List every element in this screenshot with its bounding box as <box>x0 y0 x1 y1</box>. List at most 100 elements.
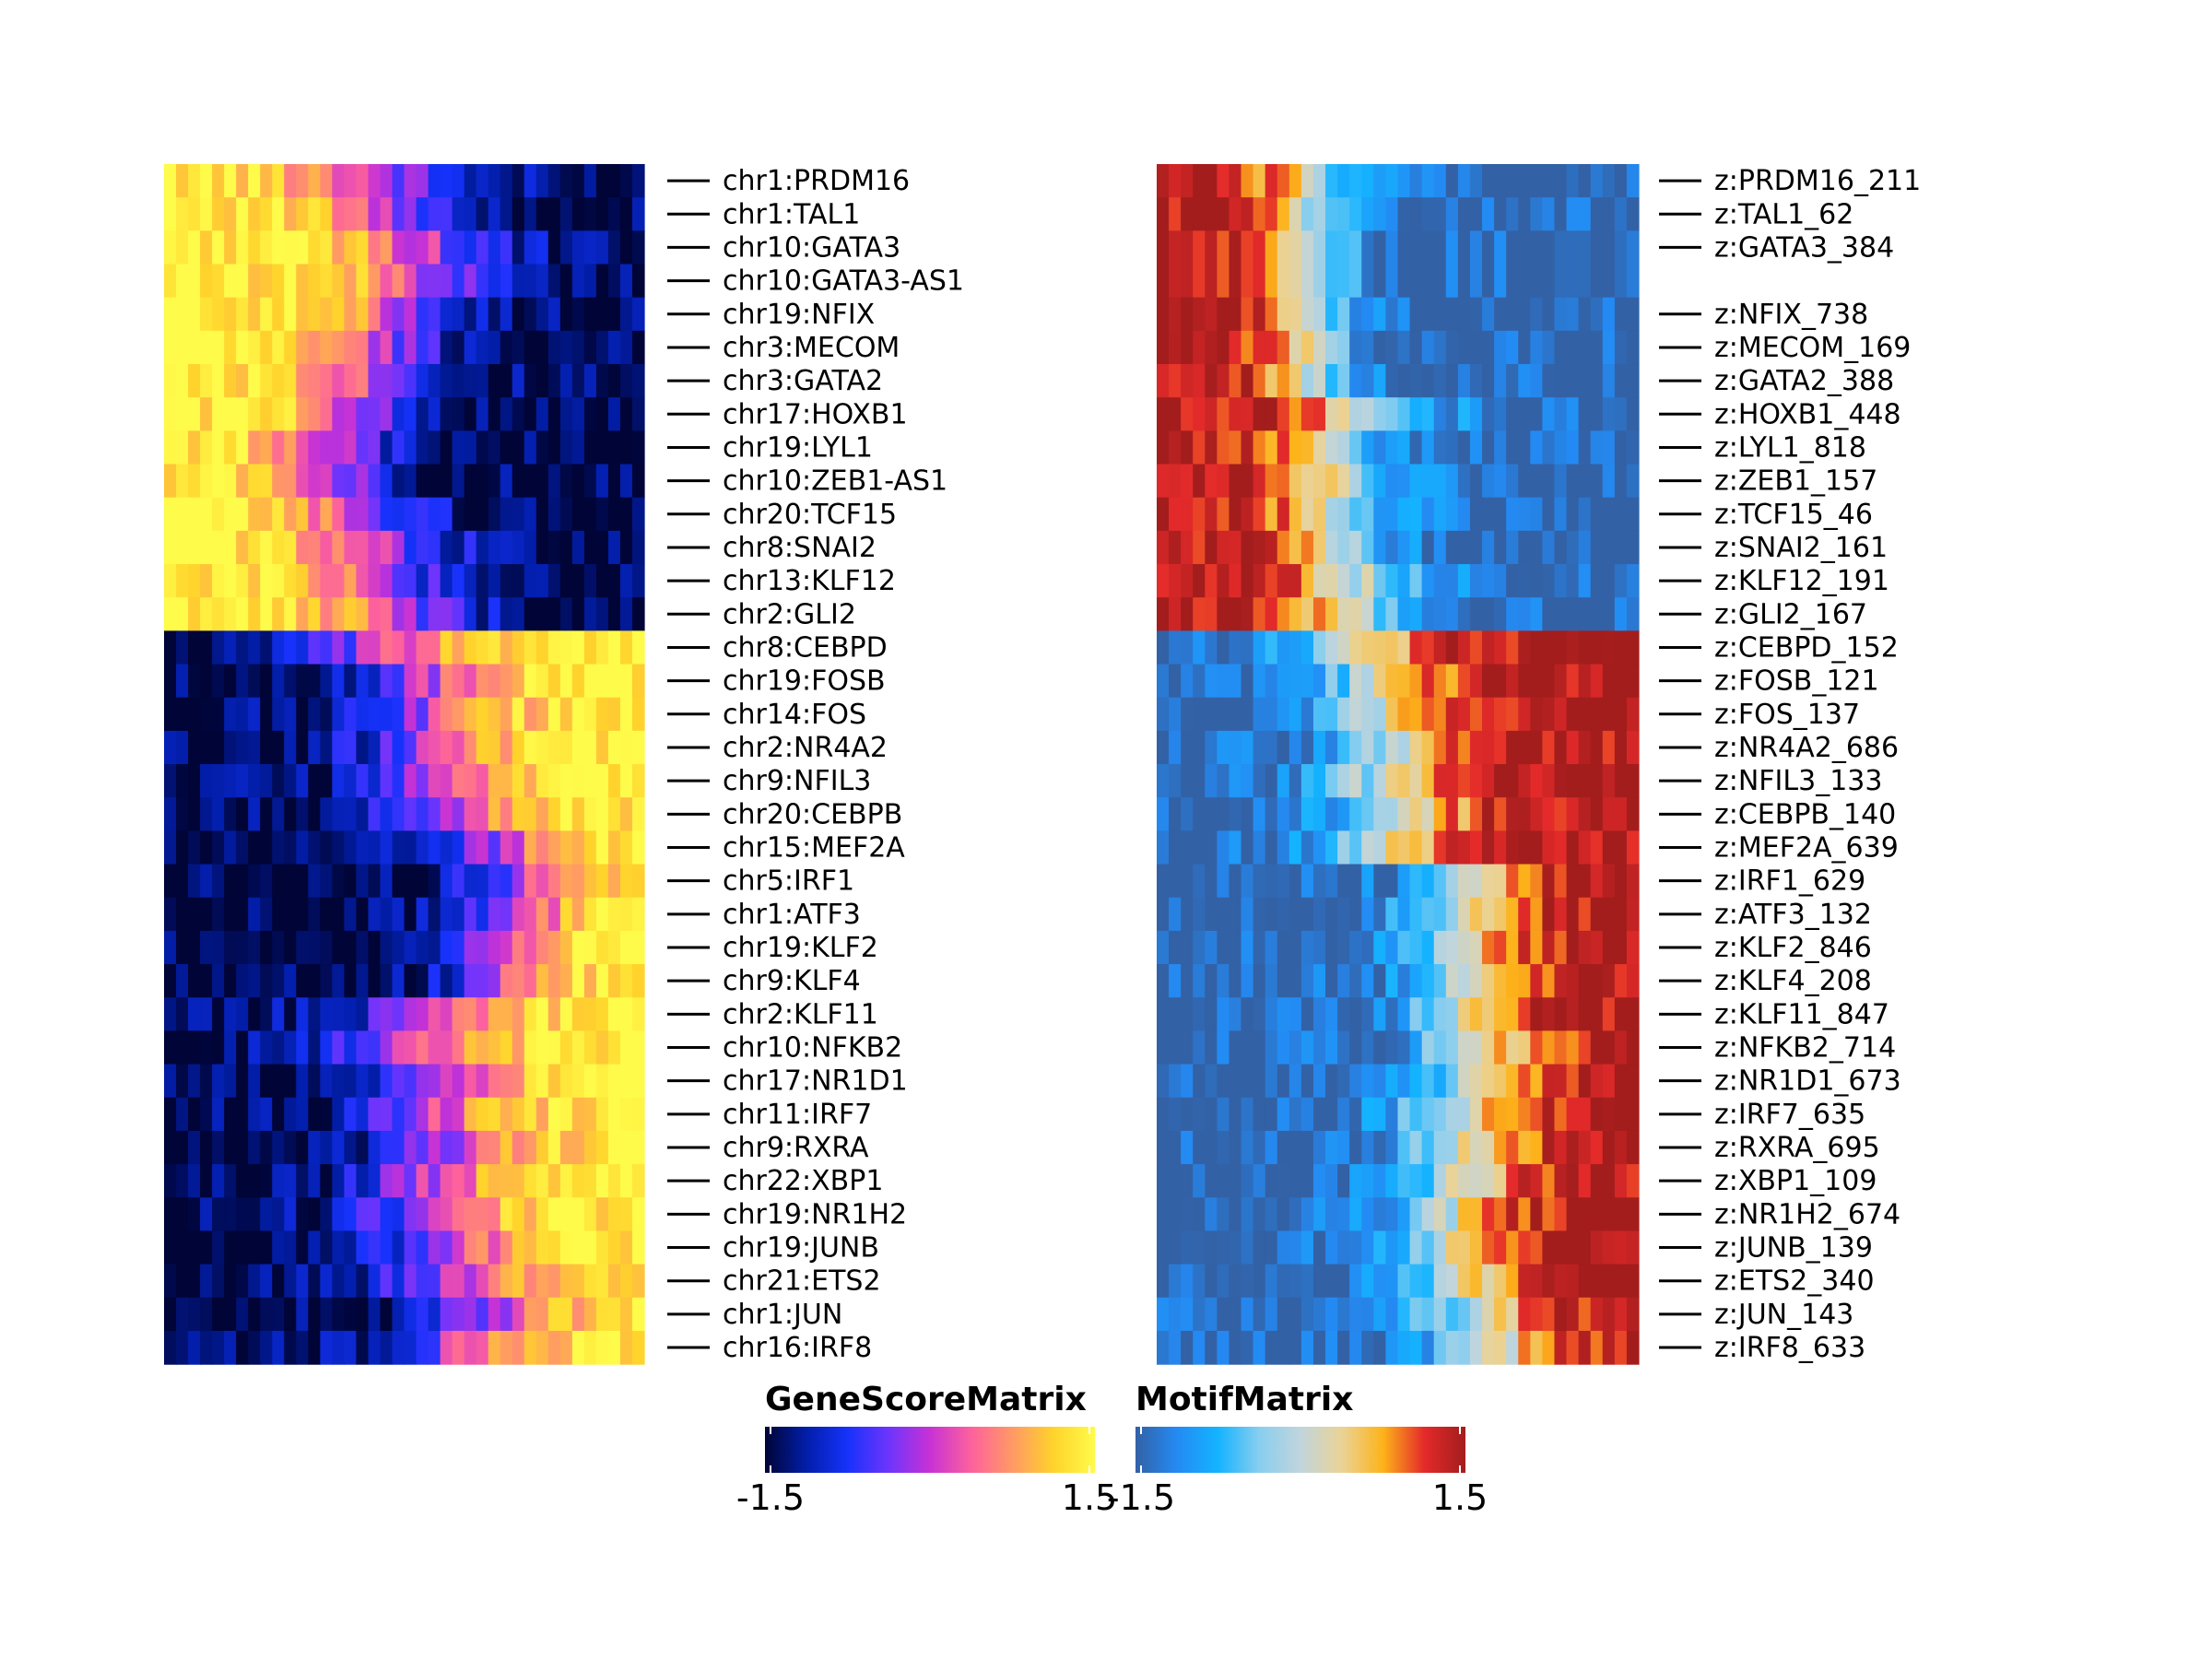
heatmap-cell <box>416 730 429 765</box>
heatmap-cell <box>1217 230 1230 299</box>
heatmap-cell <box>1578 530 1592 565</box>
heatmap-cell <box>1421 1330 1435 1365</box>
heatmap-cell <box>1361 564 1374 598</box>
heatmap-cell <box>1542 1064 1556 1099</box>
heatmap-cell <box>559 1230 573 1265</box>
heatmap-cell <box>260 964 273 998</box>
heatmap-cell <box>595 1230 609 1265</box>
heatmap-cell <box>428 164 441 198</box>
heatmap-cell <box>368 1197 382 1232</box>
heatmap-cell <box>1602 197 1616 231</box>
heatmap-cell <box>1169 530 1182 565</box>
heatmap-cell <box>284 764 297 798</box>
heatmap-cell <box>1409 730 1423 765</box>
heatmap-cell <box>1181 697 1194 732</box>
heatmap-cell <box>440 1097 453 1132</box>
heatmap-cell <box>260 1064 273 1099</box>
heatmap-cell <box>1542 330 1556 365</box>
heatmap-cell <box>392 497 406 532</box>
heatmap-cell <box>1554 164 1568 198</box>
heatmap-cell <box>1409 864 1423 899</box>
heatmap-cell <box>1590 1064 1604 1099</box>
heatmap-cell <box>404 597 418 631</box>
heatmap-cell <box>248 1330 261 1365</box>
heatmap-cell <box>1337 1197 1350 1232</box>
heatmap-cell <box>428 697 441 732</box>
heatmap-cell <box>1265 1064 1278 1099</box>
heatmap-cell <box>1518 730 1531 765</box>
heatmap-cell <box>200 497 213 532</box>
mm-heatmap-row-z-junb-139 <box>1157 1230 1640 1265</box>
heatmap-cell <box>296 1330 309 1365</box>
heatmap-cell <box>368 730 382 765</box>
heatmap-cell <box>571 1264 585 1299</box>
heatmap-cell <box>188 530 201 565</box>
heatmap-cell <box>164 364 177 398</box>
heatmap-cell <box>296 430 309 465</box>
heatmap-cell <box>1349 597 1362 631</box>
mm-row-label: z:GATA2_388 <box>1714 365 1894 397</box>
heatmap-cell <box>583 1030 597 1065</box>
heatmap-cell <box>1385 664 1399 699</box>
heatmap-cell <box>1421 1097 1435 1132</box>
genescore-row-labels: chr1:PRDM16chr1:TAL1chr10:GATA3chr10:GAT… <box>667 165 964 1364</box>
heatmap-cell <box>1253 797 1266 831</box>
heatmap-cell <box>1518 164 1531 198</box>
heatmap-cell <box>1241 997 1254 1032</box>
heatmap-cell <box>260 764 273 798</box>
heatmap-cell <box>1409 1264 1423 1299</box>
heatmap-cell <box>296 1230 309 1265</box>
heatmap-cell <box>428 597 441 631</box>
heatmap-cell <box>392 264 406 299</box>
heatmap-cell <box>631 897 645 932</box>
heatmap-cell <box>428 464 441 499</box>
heatmap-cell <box>344 564 358 598</box>
gs-row-label: chr20:TCF15 <box>723 499 897 531</box>
heatmap-cell <box>559 464 573 499</box>
heatmap-cell <box>583 764 597 798</box>
heatmap-cell <box>1385 830 1399 865</box>
heatmap-cell <box>1445 564 1459 598</box>
heatmap-cell <box>631 164 645 198</box>
heatmap-cell <box>452 1330 465 1365</box>
heatmap-cell <box>559 930 573 965</box>
heatmap-cell <box>559 230 573 265</box>
heatmap-cell <box>512 930 525 965</box>
heatmap-cell <box>512 1330 525 1365</box>
mm-heatmap-row-z-atf3-132 <box>1157 897 1640 932</box>
heatmap-cell <box>392 964 406 998</box>
heatmap-cell <box>392 697 406 732</box>
heatmap-cell <box>200 197 213 231</box>
heatmap-cell <box>607 430 621 465</box>
heatmap-cell <box>1409 164 1423 198</box>
heatmap-cell <box>1325 497 1338 532</box>
heatmap-cell <box>1457 430 1471 465</box>
heatmap-cell <box>296 730 309 765</box>
heatmap-cell <box>1288 1330 1302 1365</box>
heatmap-cell <box>1277 530 1290 565</box>
heatmap-cell <box>356 1264 370 1299</box>
gs-heatmap-row-chr19-lyl1 <box>164 430 645 465</box>
heatmap-cell <box>547 230 561 265</box>
heatmap-cell <box>1300 1130 1314 1165</box>
heatmap-cell <box>1494 597 1507 631</box>
heatmap-cell <box>1193 997 1206 1032</box>
heatmap-cell <box>595 364 609 398</box>
gs-row-label: chr22:XBP1 <box>723 1165 883 1197</box>
heatmap-cell <box>356 1230 370 1265</box>
heatmap-cell <box>236 297 249 332</box>
heatmap-cell <box>1181 230 1194 299</box>
heatmap-cell <box>1193 1130 1206 1165</box>
heatmap-cell <box>1373 197 1387 231</box>
gs-heatmap-row-chr1-atf3 <box>164 897 645 932</box>
heatmap-cell <box>1578 764 1592 798</box>
heatmap-cell <box>380 1264 394 1299</box>
heatmap-cell <box>1542 1164 1556 1198</box>
heatmap-cell <box>583 864 597 899</box>
heatmap-cell <box>1157 997 1170 1032</box>
gs-row-label: chr5:IRF1 <box>723 865 854 898</box>
heatmap-cell <box>1530 1197 1543 1232</box>
heatmap-cell <box>1288 930 1302 965</box>
heatmap-cell <box>224 630 237 665</box>
heatmap-cell <box>1181 330 1194 365</box>
